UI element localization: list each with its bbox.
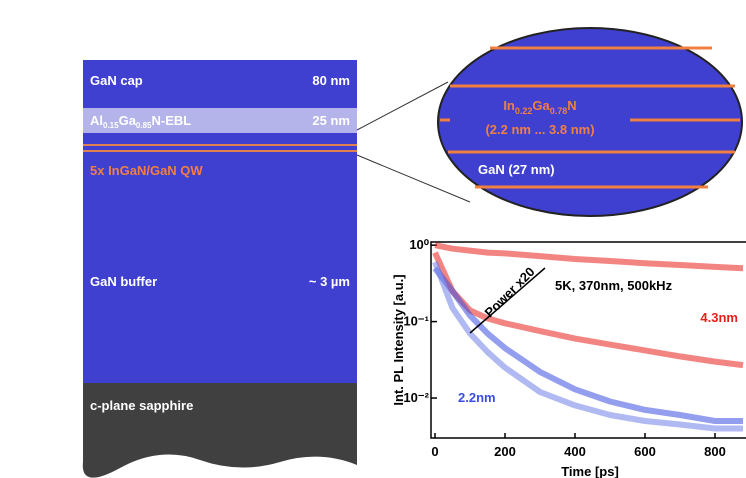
y-tick-label: 10⁻¹ <box>403 314 429 329</box>
x-tick-label: 400 <box>564 444 586 459</box>
layer-thickness: 80 nm <box>312 73 350 88</box>
x-tick-label: 200 <box>494 444 516 459</box>
layer-label: GaN cap <box>90 73 143 88</box>
annotation: Power x20 <box>482 264 538 320</box>
t: (27 nm) <box>508 162 554 177</box>
t: Al <box>90 113 103 128</box>
connector <box>357 82 448 130</box>
t: N-EBL <box>152 113 192 128</box>
t: Ga <box>532 98 550 113</box>
t: 0.15 <box>103 121 119 130</box>
t: In <box>503 98 515 113</box>
y-axis-label: Int. PL Intensity [a.u.] <box>391 274 406 405</box>
layer-thickness: 25 nm <box>312 113 350 128</box>
decay-curve <box>435 245 743 268</box>
x-tick-label: 800 <box>704 444 726 459</box>
layer-thickness: ~ 3 µm <box>309 274 350 289</box>
annotation: 2.2nm <box>458 390 496 405</box>
t: 0.85 <box>136 121 152 130</box>
t: 0.78 <box>550 106 568 116</box>
t: Ga <box>119 113 137 128</box>
t: GaN <box>478 162 505 177</box>
layer-label: 5x InGaN/GaN QW <box>90 163 203 178</box>
t: 0.22 <box>515 106 533 116</box>
x-tick-label: 0 <box>431 444 438 459</box>
y-tick-label: 10⁰ <box>409 237 429 252</box>
t: N <box>567 98 576 113</box>
barrier-label: GaN (27 nm) <box>478 162 555 177</box>
annotation: 4.3nm <box>700 310 738 325</box>
y-tick-label: 10⁻² <box>403 390 429 405</box>
layer-label: c-plane sapphire <box>90 398 193 413</box>
figure: GaN cap 80 nm Al0.15Ga0.85N-EBL 25 nm 5x… <box>0 0 746 478</box>
x-tick-label: 600 <box>634 444 656 459</box>
layer-label: GaN buffer <box>90 274 157 289</box>
annotation: 5K, 370nm, 500kHz <box>555 278 673 293</box>
chart: 10⁰ 10⁻¹ 10⁻² 0 200 400 600 800 Time [ps] Int. PL… <box>391 237 746 478</box>
well-width: (2.2 nm ... 3.8 nm) <box>485 122 594 137</box>
x-axis-label: Time [ps] <box>561 464 619 478</box>
